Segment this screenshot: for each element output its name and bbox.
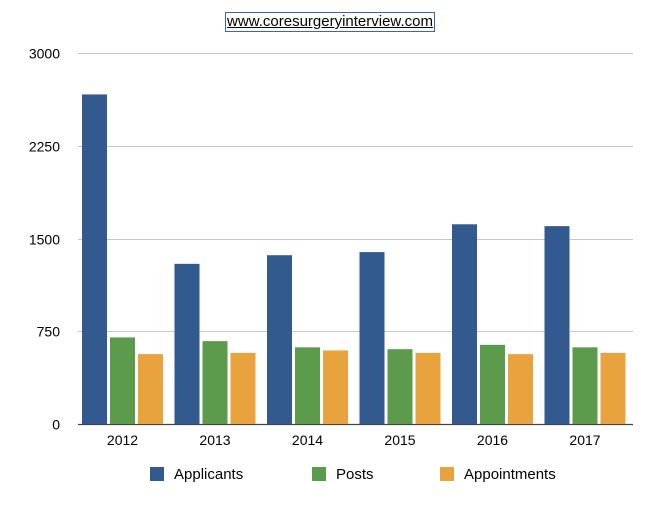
bar-posts-2013 (202, 341, 228, 424)
y-tick-label: 3000 (29, 46, 60, 62)
y-tick-label: 750 (37, 324, 61, 340)
legend-swatch (312, 467, 326, 481)
legend-label: Applicants (174, 466, 243, 483)
bar-posts-2014 (295, 347, 320, 424)
bar-posts-2017 (572, 347, 598, 424)
legend-item-applicants: Applicants (150, 466, 243, 483)
y-tick-label: 0 (52, 417, 60, 433)
bar-applicants-2014 (267, 255, 292, 424)
bar-appointments-2014 (323, 350, 348, 424)
legend-label: Posts (336, 466, 374, 483)
bar-applicants-2013 (174, 263, 200, 424)
bar-appointments-2016 (508, 354, 533, 424)
legend-item-posts: Posts (312, 466, 374, 483)
y-tick-label: 2250 (29, 139, 60, 155)
x-tick-label: 2016 (477, 432, 508, 448)
x-tick-label: 2017 (569, 432, 600, 448)
x-tick-label: 2014 (292, 432, 323, 448)
legend-swatch (150, 467, 164, 481)
legend: Applicants Posts Appointments (150, 466, 556, 483)
bars (82, 94, 626, 424)
bar-appointments-2015 (415, 352, 441, 424)
bar-appointments-2013 (230, 352, 256, 424)
legend-swatch (440, 467, 454, 481)
bar-appointments-2012 (138, 354, 163, 424)
y-axis-ticks: 0 750 1500 2250 3000 (29, 46, 60, 433)
grid-lines (78, 53, 633, 426)
x-tick-label: 2013 (199, 432, 230, 448)
x-tick-label: 2012 (107, 432, 138, 448)
bar-applicants-2012 (82, 94, 107, 424)
bar-applicants-2016 (452, 224, 477, 424)
y-tick-label: 1500 (29, 232, 60, 248)
bar-posts-2012 (110, 337, 135, 424)
bar-posts-2015 (387, 349, 413, 424)
chart-title[interactable]: www.coresurgeryinterview.com (225, 12, 435, 32)
x-tick-label: 2015 (384, 432, 415, 448)
x-axis-ticks: 2012 2013 2014 2015 2016 2017 (107, 432, 601, 448)
chart-title-link[interactable]: www.coresurgeryinterview.com (0, 12, 660, 32)
legend-label: Appointments (464, 466, 556, 483)
bar-posts-2016 (480, 344, 505, 424)
bar-applicants-2017 (544, 226, 570, 424)
legend-item-appointments: Appointments (440, 466, 556, 483)
bar-appointments-2017 (600, 352, 626, 424)
bar-applicants-2015 (359, 252, 385, 424)
